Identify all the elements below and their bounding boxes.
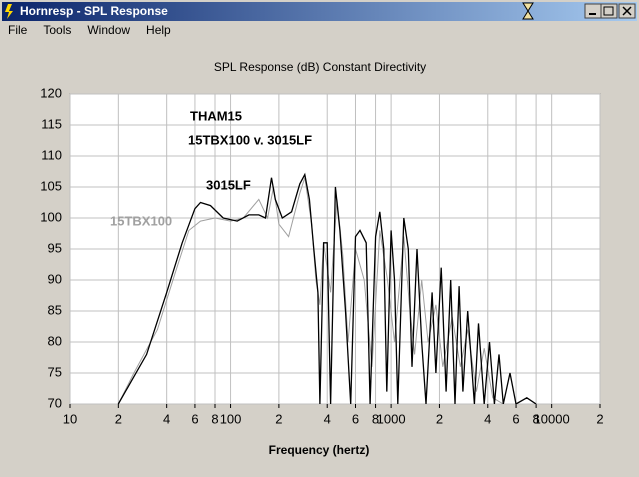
x-tick-label: 10000: [534, 411, 570, 426]
menu-item[interactable]: Help: [146, 23, 171, 37]
y-tick-label: 85: [48, 302, 62, 317]
menu-item[interactable]: Tools: [43, 23, 71, 37]
y-tick-label: 75: [48, 364, 62, 379]
y-tick-label: 95: [48, 240, 62, 255]
series-label: 15TBX100: [110, 213, 172, 228]
y-tick-label: 120: [40, 85, 62, 100]
x-tick-label: 2: [596, 411, 603, 426]
minimize-button[interactable]: [584, 3, 602, 19]
x-tick-label: 4: [324, 411, 331, 426]
x-tick-label: 2: [275, 411, 282, 426]
annotation: THAM15: [190, 108, 242, 123]
y-tick-label: 110: [41, 147, 62, 162]
x-tick-label: 1000: [377, 411, 406, 426]
x-tick-label: 4: [484, 411, 491, 426]
x-tick-label: 8: [211, 411, 218, 426]
x-tick-label: 100: [220, 411, 242, 426]
close-button[interactable]: [618, 3, 636, 19]
busy-icon: [522, 2, 534, 20]
series-label: 3015LF: [206, 177, 251, 192]
y-tick-label: 100: [40, 209, 62, 224]
x-tick-label: 4: [163, 411, 170, 426]
menu-item[interactable]: File: [8, 23, 28, 37]
maximize-button[interactable]: [600, 3, 618, 19]
window-title: Hornresp - SPL Response: [20, 4, 168, 18]
x-tick-label: 6: [352, 411, 359, 426]
x-tick-label: 8: [532, 411, 539, 426]
menu-item[interactable]: Window: [87, 23, 130, 37]
chart-title: SPL Response (dB) Constant Directivity: [214, 60, 426, 74]
annotation: 15TBX100 v. 3015LF: [188, 132, 312, 147]
x-tick-label: 10: [63, 411, 77, 426]
x-tick-label: 2: [436, 411, 443, 426]
x-tick-label: 6: [191, 411, 198, 426]
y-tick-label: 90: [48, 271, 62, 286]
app-icon: [5, 4, 13, 19]
x-tick-label: 2: [115, 411, 122, 426]
menu-bar: File Tools Window Help: [8, 23, 171, 37]
x-tick-label: 8: [372, 411, 379, 426]
x-tick-label: 6: [512, 411, 519, 426]
x-axis-label: Frequency (hertz): [269, 443, 370, 457]
series-line: [117, 172, 537, 404]
y-tick-label: 105: [40, 178, 62, 193]
y-tick-label: 80: [48, 333, 62, 348]
y-tick-label: 115: [41, 116, 62, 131]
y-tick-label: 70: [48, 395, 62, 410]
title-bar: [2, 2, 637, 21]
